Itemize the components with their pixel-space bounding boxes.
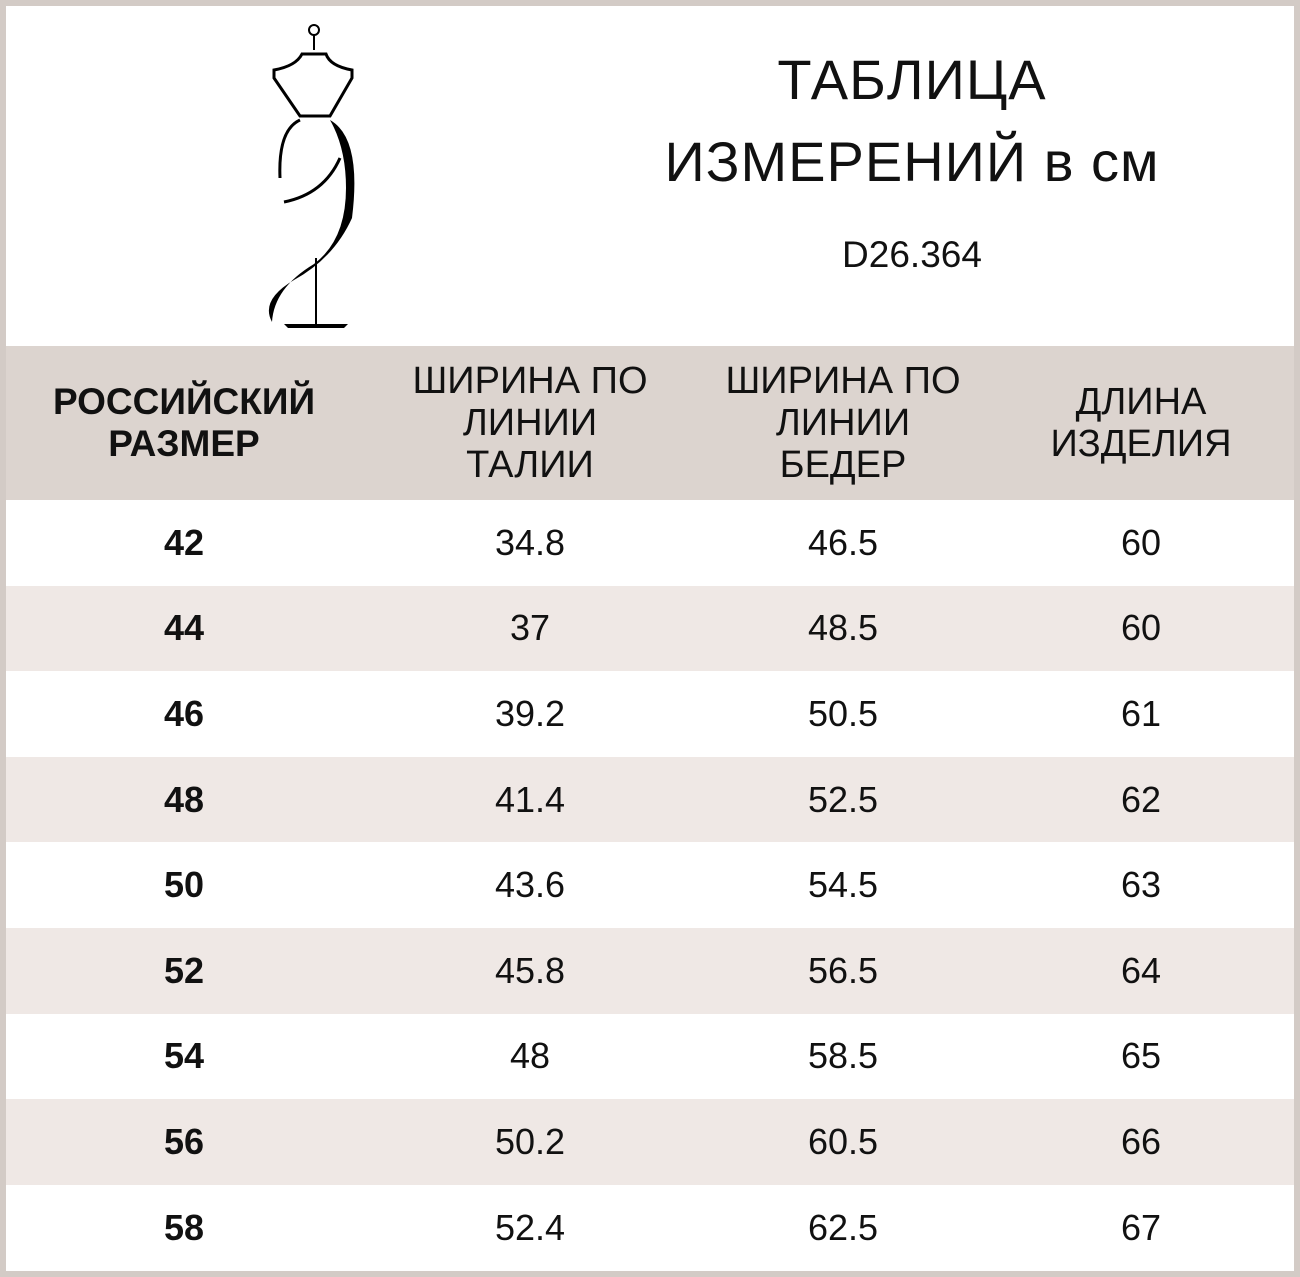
length-cell: 64 bbox=[988, 927, 1294, 1014]
hips-cell: 56.5 bbox=[698, 927, 988, 1014]
header-line: РАЗМЕР bbox=[108, 423, 260, 464]
hips-cell: 62.5 bbox=[807, 1206, 879, 1248]
hips-cell: 52.5 bbox=[698, 756, 988, 843]
length-cell: 62 bbox=[988, 756, 1294, 843]
waist-cell: 41.4 bbox=[362, 756, 698, 843]
table-row: 54 48 58.5 65 bbox=[6, 1014, 1294, 1100]
header-line: ДЛИНА bbox=[1075, 381, 1207, 423]
hips-cell: 54.5 bbox=[807, 864, 879, 906]
waist-cell: 34.8 bbox=[494, 521, 566, 563]
length-cell: 63 bbox=[1120, 864, 1162, 906]
waist-cell: 39.2 bbox=[494, 692, 566, 734]
size-cell: 44 bbox=[6, 585, 362, 672]
measurements-table: РОССИЙСКИЙ РАЗМЕР ШИРИНА ПО ЛИНИИ ТАЛИИ ШИРИН… bbox=[6, 346, 1294, 1270]
length-cell: 66 bbox=[988, 1099, 1294, 1185]
header-line: БЕДЕР bbox=[779, 444, 907, 486]
table-row: 58 52.4 62.5 67 bbox=[6, 1185, 1294, 1271]
column-header-waist: ШИРИНА ПО ЛИНИИ ТАЛИИ bbox=[362, 346, 698, 500]
hips-cell: 58.5 bbox=[807, 1035, 879, 1077]
length-cell: 61 bbox=[1120, 692, 1162, 734]
hips-cell: 48.5 bbox=[698, 585, 988, 672]
table-row: 56 50.2 60.5 66 bbox=[6, 1099, 1294, 1185]
title-line-1: ТАБЛИЦА bbox=[777, 48, 1047, 111]
header-line: ШИРИНА ПО bbox=[412, 360, 648, 402]
waist-cell: 45.8 bbox=[362, 927, 698, 1014]
column-header-length: ДЛИНА ИЗДЕЛИЯ bbox=[988, 346, 1294, 500]
waist-cell: 43.6 bbox=[494, 864, 566, 906]
table-row: 42 34.8 46.5 60 bbox=[6, 500, 1294, 586]
hips-cell: 50.5 bbox=[807, 692, 879, 734]
table-row: 44 37 48.5 60 bbox=[6, 585, 1294, 672]
size-chart: ТАБЛИЦА ИЗМЕРЕНИЙ в см D26.364 РОССИЙСКИ… bbox=[6, 6, 1294, 1271]
waist-cell: 52.4 bbox=[494, 1206, 566, 1248]
size-cell: 42 bbox=[163, 521, 205, 563]
length-cell: 60 bbox=[988, 585, 1294, 672]
length-cell: 67 bbox=[1120, 1206, 1162, 1248]
header-line: ТАЛИИ bbox=[466, 444, 594, 486]
size-cell: 56 bbox=[6, 1099, 362, 1185]
waist-cell: 48 bbox=[509, 1035, 551, 1077]
size-cell: 46 bbox=[163, 692, 205, 734]
header-line: ШИРИНА ПО bbox=[725, 360, 961, 402]
dress-mannequin-icon bbox=[268, 24, 355, 328]
table-row: 48 41.4 52.5 62 bbox=[6, 756, 1294, 843]
header-line: ИЗДЕЛИЯ bbox=[1050, 423, 1232, 465]
table-row: 46 39.2 50.5 61 bbox=[6, 671, 1294, 757]
waist-cell: 50.2 bbox=[362, 1099, 698, 1185]
product-code: D26.364 bbox=[842, 234, 982, 275]
table-row: 50 43.6 54.5 63 bbox=[6, 842, 1294, 928]
hips-cell: 60.5 bbox=[698, 1099, 988, 1185]
size-cell: 48 bbox=[6, 756, 362, 843]
title-line-2: ИЗМЕРЕНИЙ в см bbox=[664, 130, 1160, 193]
table-row: 52 45.8 56.5 64 bbox=[6, 927, 1294, 1014]
column-header-size: РОССИЙСКИЙ РАЗМЕР bbox=[6, 346, 362, 500]
size-cell: 50 bbox=[163, 864, 205, 906]
column-header-hips: ШИРИНА ПО ЛИНИИ БЕДЕР bbox=[698, 346, 988, 500]
table-header-row: РОССИЙСКИЙ РАЗМЕР ШИРИНА ПО ЛИНИИ ТАЛИИ ШИРИН… bbox=[6, 346, 1294, 500]
length-cell: 60 bbox=[1120, 521, 1162, 563]
header-line: ЛИНИИ bbox=[462, 402, 598, 444]
size-cell: 54 bbox=[163, 1035, 205, 1077]
waist-cell: 37 bbox=[362, 585, 698, 672]
header-line: ЛИНИИ bbox=[775, 402, 911, 444]
length-cell: 65 bbox=[1120, 1035, 1162, 1077]
size-cell: 52 bbox=[6, 927, 362, 1014]
size-cell: 58 bbox=[163, 1206, 205, 1248]
header-line: РОССИЙСКИЙ bbox=[52, 381, 316, 422]
hips-cell: 46.5 bbox=[807, 521, 879, 563]
chart-header: ТАБЛИЦА ИЗМЕРЕНИЙ в см D26.364 bbox=[6, 6, 1294, 346]
